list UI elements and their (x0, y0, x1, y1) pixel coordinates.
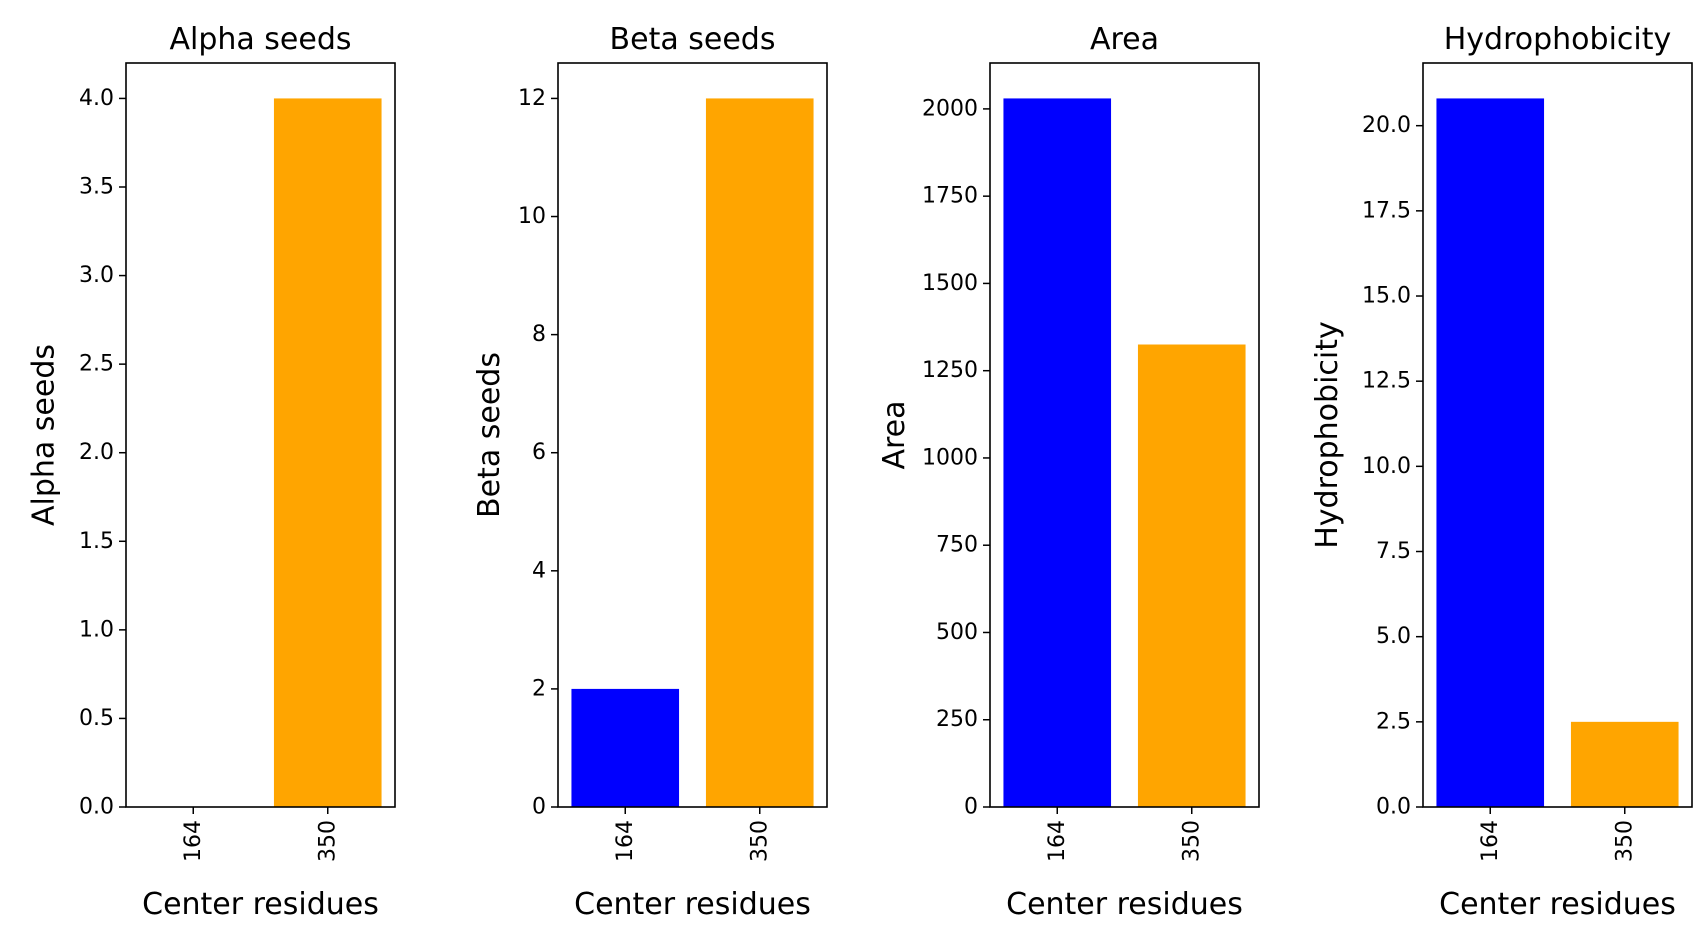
y-tick-label: 500 (936, 620, 978, 645)
y-tick-label: 5.0 (1376, 624, 1411, 649)
x-axis-label: Center residues (1006, 887, 1243, 922)
y-axis-label: Hydrophobicity (1310, 321, 1345, 549)
y-tick-label: 2.0 (79, 440, 114, 465)
x-tick-label: 350 (315, 820, 340, 862)
x-tick-label: 164 (1478, 820, 1503, 862)
chart-panel-2: 164 350 0 2 4 6 8 10 12 Beta seeds Center residues… (472, 22, 828, 922)
y-tick-label: 4.0 (79, 86, 114, 111)
chart-panel-3: 164 350 0 250 500 750 1000 1250 1500 1750 2000 Area… (877, 22, 1260, 922)
y-tick-label: 1250 (922, 358, 978, 383)
chart-title: Beta seeds (610, 22, 776, 57)
y-tick-label: 0.5 (79, 706, 114, 731)
y-tick-label: 1750 (922, 184, 978, 209)
y-tick-label: 12 (518, 86, 546, 111)
y-tick-label: 6 (532, 440, 546, 465)
y-tick-label: 0.0 (1376, 795, 1411, 820)
y-tick-label: 1.5 (79, 529, 114, 554)
y-axis-label: Alpha seeds (27, 344, 62, 526)
y-tick-label: 10 (518, 204, 546, 229)
y-tick-label: 15.0 (1362, 284, 1411, 309)
bar-164 (571, 688, 680, 807)
y-tick-label: 1500 (922, 271, 978, 296)
y-tick-label: 4 (532, 558, 546, 583)
y-tick-label: 3.5 (79, 175, 114, 200)
y-tick-label: 17.5 (1362, 198, 1411, 223)
y-tick-label: 20.0 (1362, 113, 1411, 138)
x-axis-label: Center residues (574, 887, 811, 922)
axes-frame (557, 62, 828, 808)
y-tick-label: 10.0 (1362, 454, 1411, 479)
bar-350 (1137, 344, 1246, 807)
chart-panel-1: 164 350 0.0 0.5 1.0 1.5 2.0 2.5 3.0 3.5 4.0 Alpha s… (27, 22, 396, 922)
x-tick-label: 164 (181, 820, 206, 862)
bar-350 (1570, 721, 1679, 807)
bar-164 (1436, 98, 1545, 807)
y-tick-label: 0 (532, 795, 546, 820)
x-tick-label: 350 (747, 820, 772, 862)
y-axis-label: Area (877, 400, 912, 469)
y-tick-label: 2.5 (1376, 709, 1411, 734)
chart-title: Area (1090, 22, 1159, 57)
bar-350 (273, 98, 382, 807)
y-tick-label: 0.0 (79, 795, 114, 820)
x-tick-label: 350 (1612, 820, 1637, 862)
y-axis-label: Beta seeds (472, 352, 507, 518)
y-tick-label: 250 (936, 707, 978, 732)
x-axis-label: Center residues (142, 887, 379, 922)
y-tick-label: 0 (964, 795, 978, 820)
chart-title: Hydrophobicity (1444, 22, 1672, 57)
x-axis-label: Center residues (1439, 887, 1676, 922)
y-tick-label: 8 (532, 322, 546, 347)
chart-panel-4: 164 350 0.0 2.5 5.0 7.5 10.0 12.5 15.0 17.5 20.0 Hy… (1310, 22, 1693, 922)
y-tick-label: 750 (936, 533, 978, 558)
y-tick-label: 2 (532, 676, 546, 701)
x-tick-label: 164 (613, 820, 638, 862)
axes-frame (989, 62, 1260, 808)
y-tick-label: 2000 (922, 96, 978, 121)
axes-frame (1422, 62, 1693, 808)
x-tick-label: 350 (1179, 820, 1204, 862)
axes-frame (125, 62, 396, 808)
chart-title: Alpha seeds (169, 22, 351, 57)
y-tick-label: 1000 (922, 445, 978, 470)
y-tick-label: 3.0 (79, 263, 114, 288)
y-tick-label: 12.5 (1362, 369, 1411, 394)
bar-164 (1003, 98, 1112, 807)
y-tick-label: 1.0 (79, 617, 114, 642)
y-tick-label: 2.5 (79, 352, 114, 377)
x-tick-label: 164 (1045, 820, 1070, 862)
bar-350 (705, 98, 814, 807)
y-tick-label: 7.5 (1376, 539, 1411, 564)
